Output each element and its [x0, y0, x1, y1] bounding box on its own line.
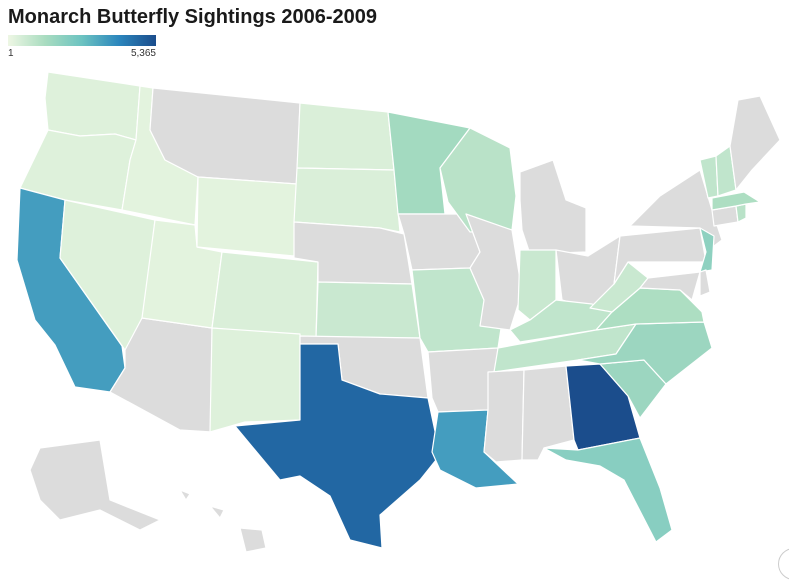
state-colorado[interactable] — [211, 251, 319, 339]
state-massachusetts[interactable] — [711, 191, 761, 211]
state-south-dakota[interactable] — [293, 167, 401, 233]
state-maryland[interactable] — [639, 271, 701, 301]
state-texas[interactable] — [234, 343, 441, 549]
state-florida[interactable] — [543, 437, 673, 543]
chart-title: Monarch Butterfly Sightings 2006-2009 — [8, 6, 377, 28]
state-alaska[interactable] — [29, 439, 161, 531]
state-mississippi[interactable] — [483, 369, 525, 463]
state-pennsylvania[interactable] — [613, 227, 707, 285]
state-kansas[interactable] — [315, 281, 421, 339]
legend-max-label: 5,365 — [130, 48, 156, 59]
state-rhode-island[interactable] — [735, 203, 747, 223]
state-wyoming[interactable] — [196, 176, 298, 257]
state-hawaii[interactable] — [179, 489, 267, 553]
state-north-dakota[interactable] — [296, 102, 395, 171]
state-delaware[interactable] — [699, 269, 711, 297]
state-michigan[interactable] — [519, 159, 587, 255]
legend-min-label: 1 — [8, 48, 14, 59]
state-washington[interactable] — [44, 71, 141, 141]
state-maine[interactable] — [729, 95, 781, 191]
legend-color-scale — [8, 35, 156, 46]
state-illinois[interactable] — [465, 213, 523, 331]
state-new-mexico[interactable] — [209, 327, 301, 433]
state-alabama[interactable] — [521, 365, 575, 461]
